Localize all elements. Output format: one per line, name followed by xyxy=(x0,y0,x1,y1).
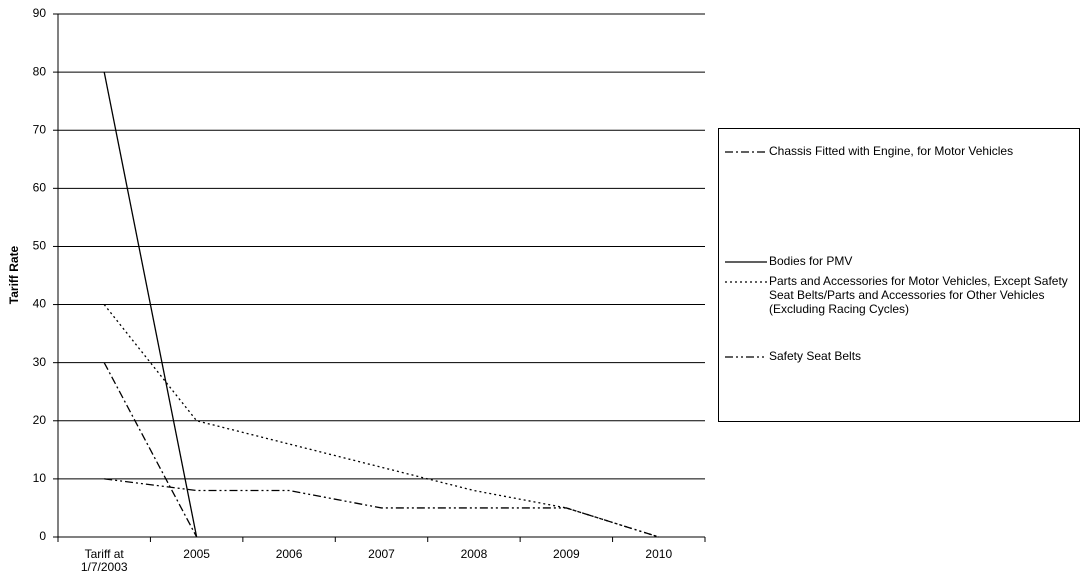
legend-entry: Parts and Accessories for Motor Vehicles… xyxy=(723,274,1075,316)
legend-label: Chassis Fitted with Engine, for Motor Ve… xyxy=(769,144,1014,158)
y-tick-label: 20 xyxy=(33,413,47,427)
y-tick-label: 40 xyxy=(33,297,47,311)
x-tick-label: 2009 xyxy=(552,547,580,561)
x-tick-label: 2010 xyxy=(645,547,673,561)
legend-swatch xyxy=(725,261,767,263)
legend-label: Safety Seat Belts xyxy=(769,349,862,363)
legend-swatch xyxy=(725,151,767,153)
x-tick-label: 2007 xyxy=(368,547,395,561)
y-tick-label: 30 xyxy=(33,355,47,369)
legend: Chassis Fitted with Engine, for Motor Ve… xyxy=(718,128,1080,422)
legend-label: Bodies for PMV xyxy=(769,254,853,268)
y-axis-label: Tariff Rate xyxy=(7,245,21,304)
x-tick-label: 2006 xyxy=(275,547,303,561)
legend-entry: Safety Seat Belts xyxy=(723,349,1075,363)
legend-entry: Chassis Fitted with Engine, for Motor Ve… xyxy=(723,144,1075,158)
series-line xyxy=(103,71,198,538)
y-tick-label: 60 xyxy=(33,181,47,195)
series-line xyxy=(103,362,198,538)
y-tick-label: 0 xyxy=(39,529,46,543)
y-tick-label: 10 xyxy=(33,471,47,485)
y-tick-label: 90 xyxy=(33,6,47,20)
legend-entry: Bodies for PMV xyxy=(723,254,1075,268)
legend-label: Parts and Accessories for Motor Vehicles… xyxy=(769,274,1068,316)
x-tick-label: Tariff at 1/7/2003 xyxy=(80,547,128,574)
legend-swatch xyxy=(725,356,767,358)
y-tick-label: 80 xyxy=(33,64,47,78)
x-tick-label: 2005 xyxy=(183,547,210,561)
y-tick-label: 50 xyxy=(33,239,47,253)
series-line xyxy=(104,478,659,538)
y-tick-label: 70 xyxy=(33,122,47,136)
x-tick-label: 2008 xyxy=(460,547,488,561)
legend-swatch xyxy=(725,281,767,283)
